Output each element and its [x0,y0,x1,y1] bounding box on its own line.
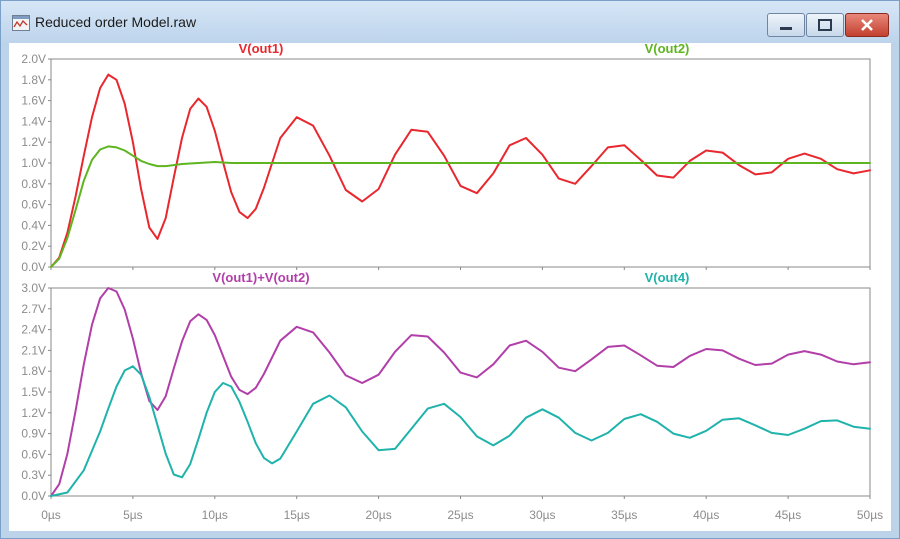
series-line [50,365,871,497]
y-tick-label: 0.4V [21,218,46,232]
x-tick-label: 40µs [693,508,719,522]
window-title: Reduced order Model.raw [35,14,197,30]
minimize-icon [780,27,792,30]
close-icon [861,19,873,31]
y-tick-label: 0.6V [21,447,46,461]
y-tick-label: 0.8V [21,177,46,191]
x-tick-label: 20µs [365,508,391,522]
x-tick-label: 45µs [775,508,801,522]
maximize-icon [818,19,832,31]
y-tick-label: 1.6V [21,94,46,108]
x-tick-label: 50µs [857,508,883,522]
waveform-viewer-icon [12,15,30,31]
x-tick-label: 35µs [611,508,637,522]
series-legend-label: V(out1)+V(out2) [212,270,309,285]
x-tick-label: 30µs [529,508,555,522]
maximize-button[interactable] [806,13,844,37]
x-tick-label: 15µs [284,508,310,522]
series-legend-label: V(out2) [645,43,690,56]
x-tick-label: 10µs [202,508,228,522]
y-tick-label: 0.2V [21,239,46,253]
series-legend-label: V(out4) [645,270,690,285]
title-bar[interactable]: Reduced order Model.raw [1,1,899,43]
y-tick-label: 1.8V [21,364,46,378]
x-tick-label: 0µs [41,508,61,522]
y-tick-label: 2.4V [21,323,46,337]
series-legend-label: V(out1) [239,43,284,56]
y-tick-label: 0.0V [21,260,46,274]
x-tick-label: 5µs [123,508,143,522]
y-tick-label: 1.0V [21,156,46,170]
y-tick-label: 1.2V [21,135,46,149]
y-tick-label: 2.7V [21,302,46,316]
minimize-button[interactable] [767,13,805,37]
y-tick-label: 1.8V [21,73,46,87]
y-tick-label: 1.2V [21,406,46,420]
close-button[interactable] [845,13,889,37]
y-tick-label: 1.5V [21,385,46,399]
series-line [50,287,871,497]
y-tick-label: 0.0V [21,489,46,503]
y-tick-label: 2.0V [21,52,46,66]
y-tick-label: 3.0V [21,281,46,295]
y-tick-label: 1.4V [21,114,46,128]
y-tick-label: 0.3V [21,468,46,482]
series-line [50,145,871,268]
plot-frame-2 [50,287,871,497]
y-tick-label: 0.9V [21,427,46,441]
plot-area: 0.0V 0.2V 0.4V 0.6V 0.8V 1.0V 1.2V 1.4V 1.6V 1.8V… [9,43,891,531]
y-tick-label: 0.6V [21,198,46,212]
x-tick-label: 25µs [447,508,473,522]
series-line [50,73,871,268]
y-tick-label: 2.1V [21,343,46,357]
waveform-plots: 0.0V 0.2V 0.4V 0.6V 0.8V 1.0V 1.2V 1.4V 1.6V 1.8V… [21,43,883,522]
